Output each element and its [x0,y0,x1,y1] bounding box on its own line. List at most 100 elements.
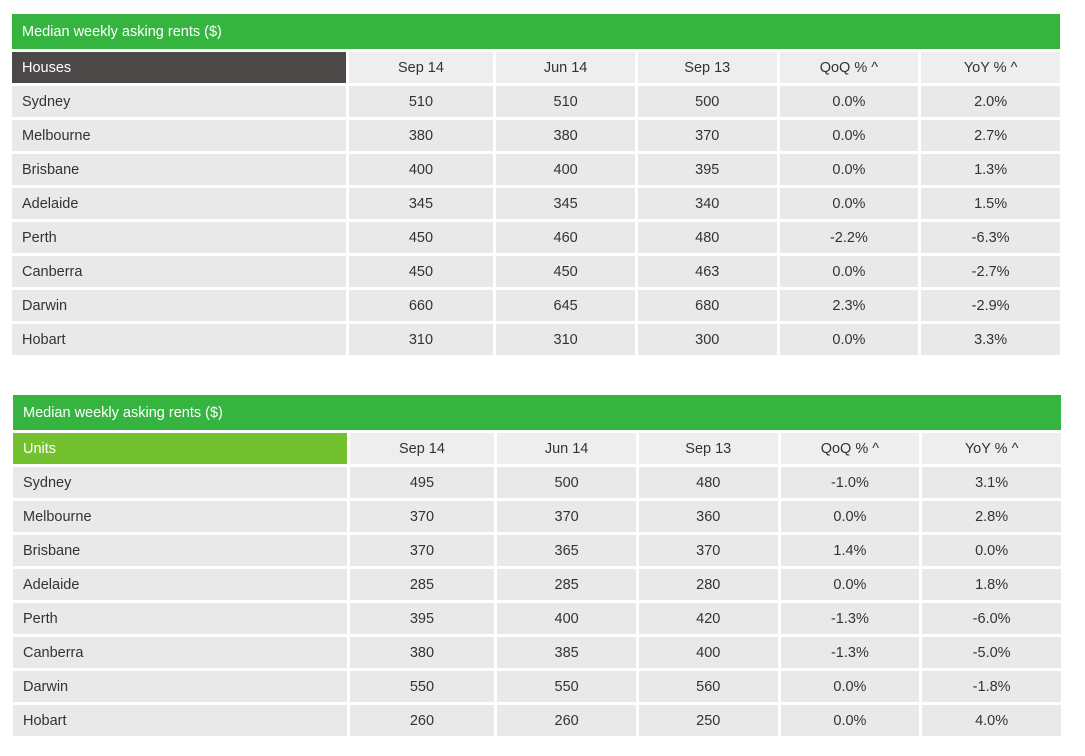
value-cell: 0.0% [780,705,920,736]
value-cell: 260 [349,705,495,736]
table-row: Melbourne 370 370 360 0.0% 2.8% [13,501,1061,532]
value-cell: 345 [496,188,635,219]
value-cell: -2.2% [779,222,919,253]
city-label: Perth [12,222,346,253]
column-header-sep13: Sep 13 [637,52,777,83]
city-label: Adelaide [13,569,347,600]
value-cell: 2.7% [921,120,1060,151]
value-cell: 0.0% [780,569,920,600]
table-row: Sydney 495 500 480 -1.0% 3.1% [13,467,1061,498]
table-row: Canberra 380 385 400 -1.3% -5.0% [13,637,1061,668]
value-cell: 1.4% [780,535,920,566]
column-header-jun14: Jun 14 [496,52,635,83]
value-cell: 300 [637,324,777,355]
table-row: Hobart 310 310 300 0.0% 3.3% [12,324,1060,355]
value-cell: 0.0% [779,120,919,151]
value-cell: 2.3% [779,290,919,321]
value-cell: 380 [496,120,635,151]
houses-table-body: Sydney 510 510 500 0.0% 2.0% Melbourne 380 380 37… [12,86,1060,355]
table-row: Melbourne 380 380 370 0.0% 2.7% [12,120,1060,151]
value-cell: 380 [348,120,494,151]
value-cell: 480 [637,222,777,253]
value-cell: 3.1% [922,467,1061,498]
houses-rent-table: Median weekly asking rents ($) Houses Se… [9,11,1063,358]
units-table-body: Sydney 495 500 480 -1.0% 3.1% Melbourne 370 370 3… [13,467,1061,736]
value-cell: 495 [349,467,495,498]
value-cell: 285 [497,569,636,600]
value-cell: 310 [496,324,635,355]
city-label: Hobart [12,324,346,355]
city-label: Brisbane [12,154,346,185]
value-cell: 1.8% [922,569,1061,600]
value-cell: -1.3% [780,637,920,668]
value-cell: 250 [638,705,778,736]
value-cell: 395 [637,154,777,185]
value-cell: 400 [497,603,636,634]
value-cell: 0.0% [779,154,919,185]
value-cell: 0.0% [779,324,919,355]
value-cell: 550 [349,671,495,702]
city-label: Darwin [12,290,346,321]
table-row: Perth 395 400 420 -1.3% -6.0% [13,603,1061,634]
table-row: Sydney 510 510 500 0.0% 2.0% [12,86,1060,117]
city-label: Sydney [12,86,346,117]
city-label: Canberra [12,256,346,287]
houses-group-label: Houses [12,52,346,83]
houses-table-title: Median weekly asking rents ($) [12,14,1060,49]
value-cell: 450 [348,256,494,287]
value-cell: -1.8% [922,671,1061,702]
value-cell: 420 [638,603,778,634]
value-cell: 370 [638,535,778,566]
table-row: Canberra 450 450 463 0.0% -2.7% [12,256,1060,287]
value-cell: 400 [496,154,635,185]
table-row: Adelaide 345 345 340 0.0% 1.5% [12,188,1060,219]
city-label: Adelaide [12,188,346,219]
value-cell: 0.0% [779,256,919,287]
value-cell: -6.3% [921,222,1060,253]
column-header-qoq: QoQ % ^ [779,52,919,83]
value-cell: 510 [348,86,494,117]
value-cell: 345 [348,188,494,219]
city-label: Melbourne [13,501,347,532]
value-cell: 450 [496,256,635,287]
value-cell: 2.0% [921,86,1060,117]
value-cell: -2.9% [921,290,1060,321]
table-row: Adelaide 285 285 280 0.0% 1.8% [13,569,1061,600]
value-cell: 560 [638,671,778,702]
value-cell: 285 [349,569,495,600]
value-cell: 660 [348,290,494,321]
city-label: Perth [13,603,347,634]
table-row: Darwin 660 645 680 2.3% -2.9% [12,290,1060,321]
city-label: Canberra [13,637,347,668]
column-header-yoy: YoY % ^ [921,52,1060,83]
column-header-yoy: YoY % ^ [922,433,1061,464]
value-cell: 1.5% [921,188,1060,219]
value-cell: -5.0% [922,637,1061,668]
table-row: Brisbane 400 400 395 0.0% 1.3% [12,154,1060,185]
column-header-sep14: Sep 14 [349,433,495,464]
value-cell: 400 [638,637,778,668]
units-rent-table: Median weekly asking rents ($) Units Sep… [10,392,1064,739]
value-cell: 0.0% [780,501,920,532]
column-header-jun14: Jun 14 [497,433,636,464]
value-cell: 460 [496,222,635,253]
value-cell: 365 [497,535,636,566]
city-label: Darwin [13,671,347,702]
column-header-sep13: Sep 13 [638,433,778,464]
units-table-title: Median weekly asking rents ($) [13,395,1061,430]
value-cell: 370 [637,120,777,151]
value-cell: 645 [496,290,635,321]
column-header-qoq: QoQ % ^ [780,433,920,464]
city-label: Hobart [13,705,347,736]
value-cell: 0.0% [780,671,920,702]
value-cell: 4.0% [922,705,1061,736]
value-cell: 340 [637,188,777,219]
city-label: Brisbane [13,535,347,566]
value-cell: 2.8% [922,501,1061,532]
value-cell: 3.3% [921,324,1060,355]
table-row: Brisbane 370 365 370 1.4% 0.0% [13,535,1061,566]
city-label: Melbourne [12,120,346,151]
value-cell: 480 [638,467,778,498]
value-cell: 0.0% [779,188,919,219]
value-cell: -1.0% [780,467,920,498]
